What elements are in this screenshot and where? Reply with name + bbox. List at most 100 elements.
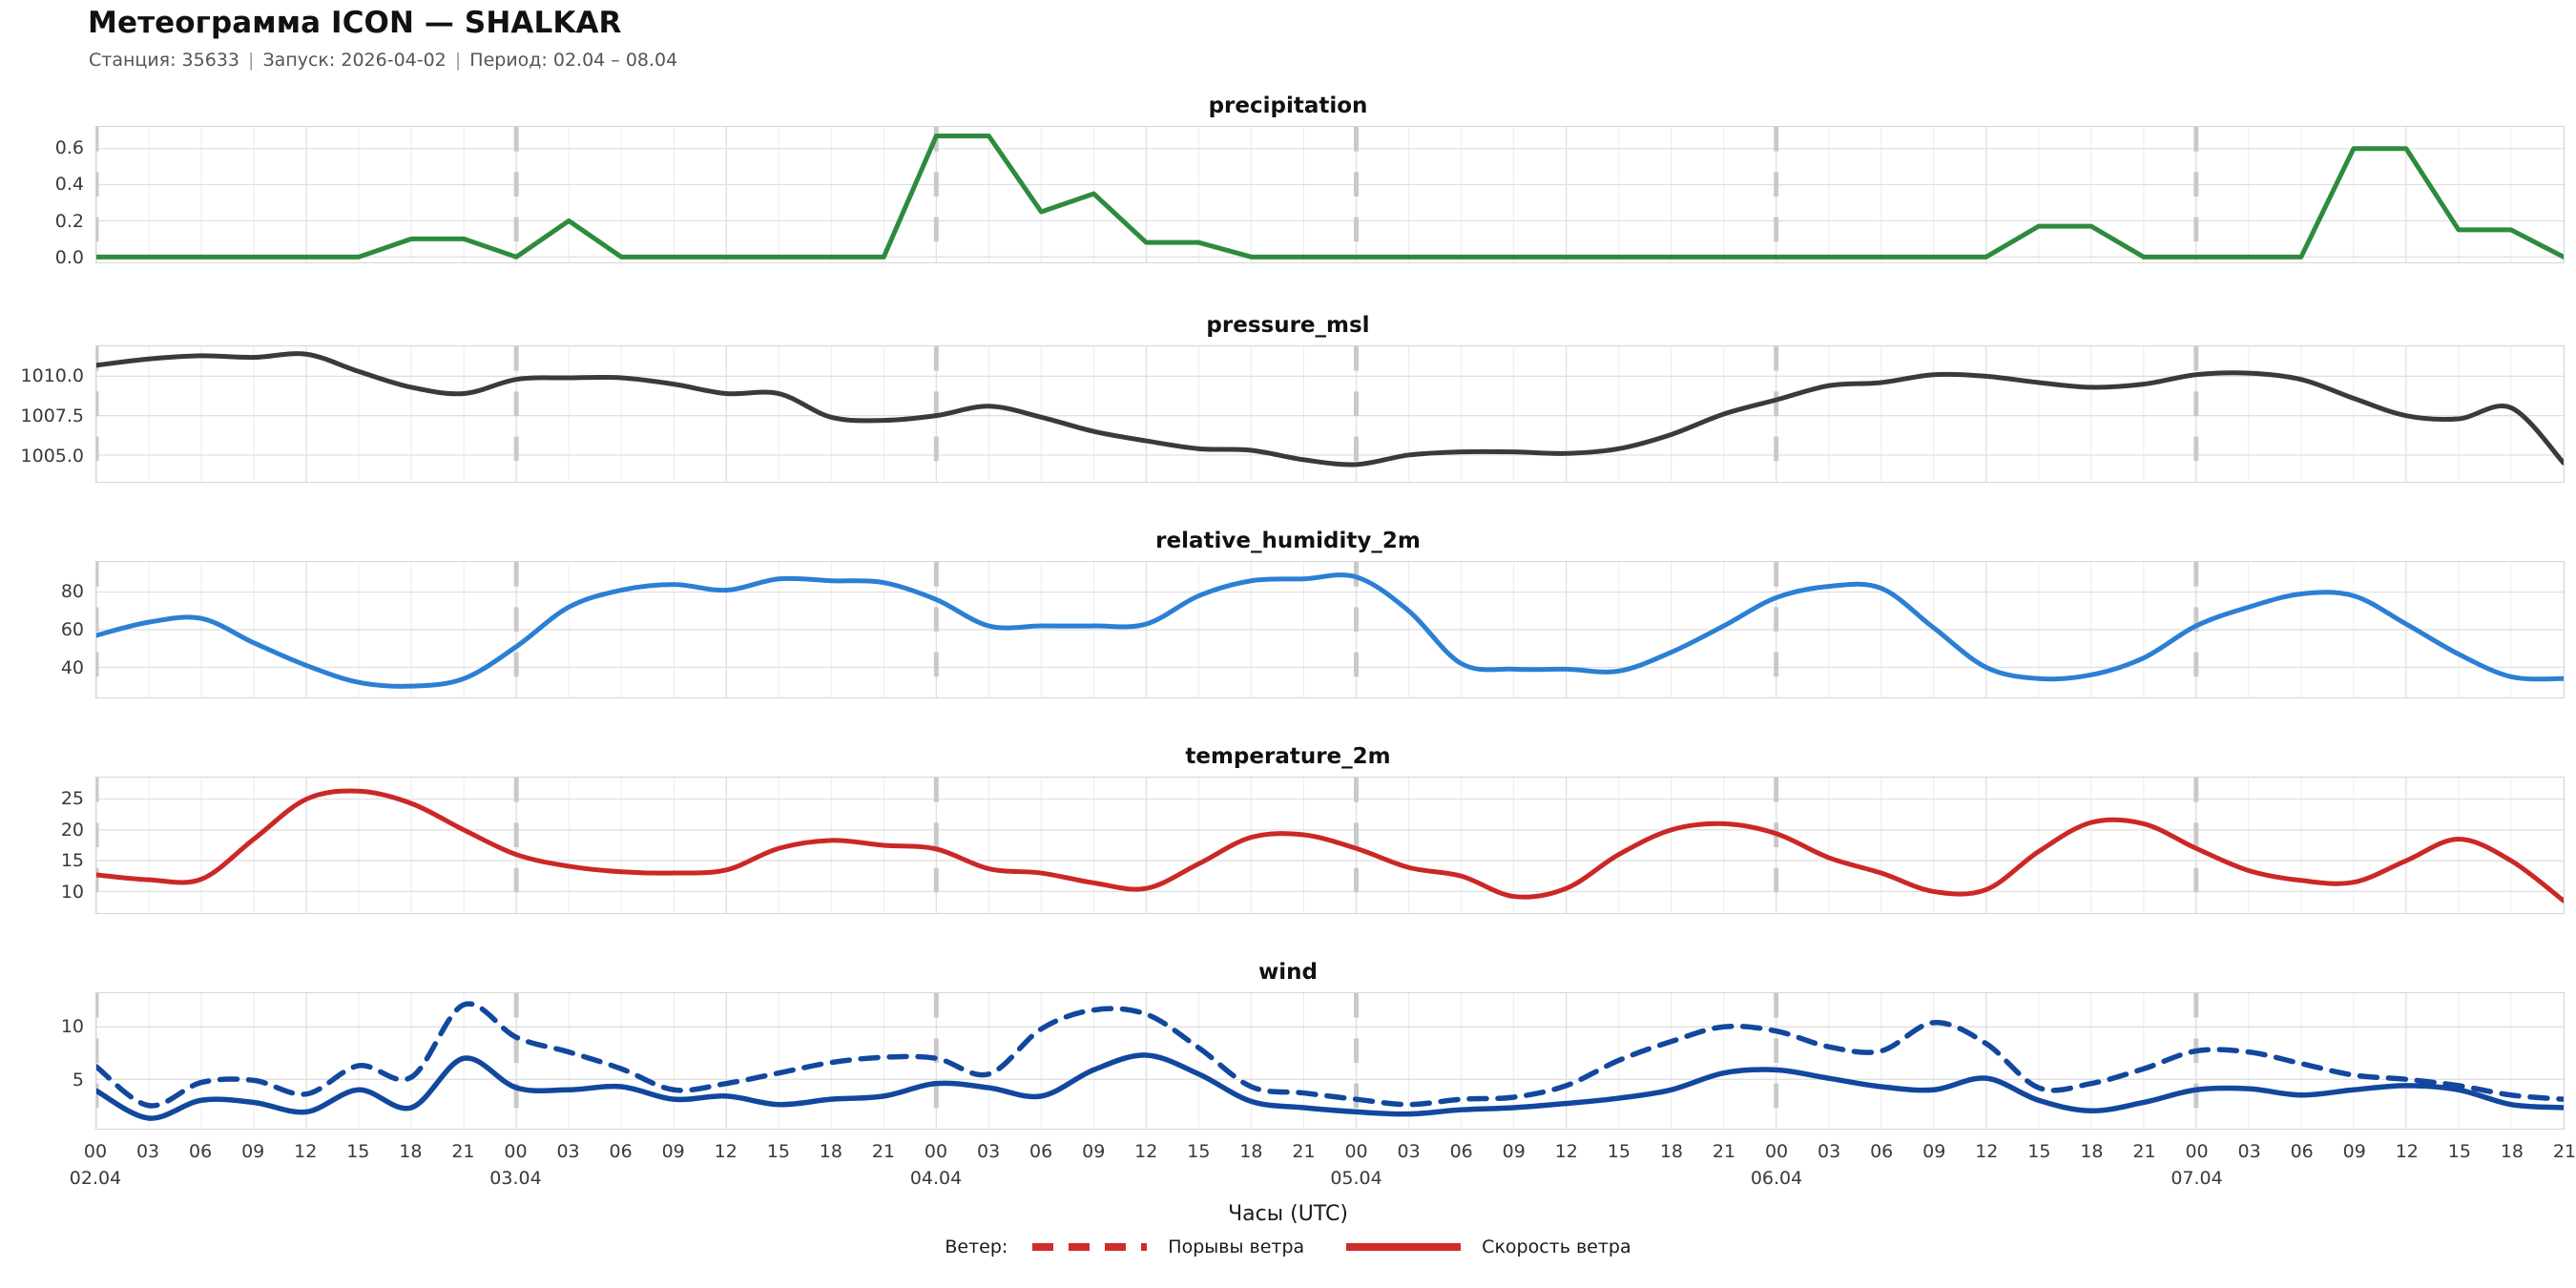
legend-swatch-dashed-icon (1032, 1243, 1148, 1251)
x-hour-tick: 12 (294, 1141, 318, 1162)
series-line-pressure_msl (96, 354, 2564, 465)
y-tick-label-temperature_2m: 25 (60, 787, 84, 809)
page-title: Метеограмма ICON — SHALKAR (88, 6, 622, 40)
legend-label-gusts: Порывы ветра (1168, 1236, 1305, 1257)
plot-area-relative_humidity_2m (95, 561, 2565, 698)
y-tick-label-temperature_2m: 10 (60, 882, 84, 904)
legend-label-speed: Скорость ветра (1482, 1236, 1631, 1257)
x-hour-tick: 18 (399, 1141, 423, 1162)
x-hour-tick: 21 (1712, 1141, 1736, 1162)
x-hour-tick: 03 (135, 1141, 160, 1162)
x-hour-tick: 03 (1818, 1141, 1841, 1162)
plot-area-wind (95, 992, 2565, 1130)
page-subtitle: Станция: 35633 | Запуск: 2026-04-02 | Пе… (89, 50, 677, 71)
subtitle-separator-2: | (454, 50, 462, 71)
run-label: Запуск: 2026-04-02 (262, 50, 447, 71)
y-tick-label-relative_humidity_2m: 80 (60, 581, 84, 602)
y-tick-label-wind: 10 (60, 1015, 84, 1037)
plot-area-precipitation (95, 126, 2565, 263)
x-hour-tick: 21 (2552, 1141, 2576, 1162)
series-line-temperature_2m (96, 791, 2564, 901)
x-hour-tick: 00 (1344, 1141, 1368, 1162)
x-hour-tick: 15 (766, 1141, 790, 1162)
x-hour-tick: 18 (819, 1141, 842, 1162)
x-hour-tick: 21 (1292, 1141, 1316, 1162)
x-day-tick: 02.04 (69, 1168, 122, 1189)
series-line-Скорость ветра (96, 1055, 2564, 1118)
x-hour-tick: 09 (661, 1141, 685, 1162)
y-tick-label-temperature_2m: 20 (60, 819, 84, 841)
x-hour-tick: 12 (2395, 1141, 2419, 1162)
panel-title-pressure_msl: pressure_msl (1206, 313, 1370, 338)
series-line-precipitation (96, 135, 2564, 257)
plot-area-pressure_msl (95, 345, 2565, 483)
x-hour-tick: 15 (1187, 1141, 1211, 1162)
x-hour-tick: 00 (924, 1141, 948, 1162)
y-tick-label-wind: 5 (72, 1069, 84, 1091)
x-hour-tick: 06 (1029, 1141, 1053, 1162)
x-hour-tick: 00 (83, 1141, 108, 1162)
panel-title-precipitation: precipitation (1208, 93, 1368, 118)
panel-title-wind: wind (1258, 960, 1318, 985)
x-day-tick: 07.04 (2171, 1168, 2223, 1189)
x-hour-tick: 00 (2185, 1141, 2209, 1162)
x-hour-tick: 18 (1239, 1141, 1263, 1162)
period-label: Период: 02.04 – 08.04 (469, 50, 678, 71)
x-day-tick: 03.04 (489, 1168, 542, 1189)
legend-item-gusts[interactable]: Порывы ветра (1032, 1236, 1304, 1257)
legend-item-speed[interactable]: Скорость ветра (1346, 1236, 1631, 1257)
y-tick-label-temperature_2m: 15 (60, 850, 84, 872)
y-tick-label-pressure_msl: 1007.5 (20, 405, 84, 426)
x-hour-tick: 18 (1659, 1141, 1683, 1162)
panel-title-temperature_2m: temperature_2m (1185, 744, 1391, 769)
x-hour-tick: 00 (1764, 1141, 1789, 1162)
x-hour-tick: 03 (1397, 1141, 1421, 1162)
x-hour-tick: 03 (556, 1141, 580, 1162)
x-hour-tick: 15 (1607, 1141, 1631, 1162)
subtitle-separator-1: | (248, 50, 255, 71)
x-axis-label: Часы (UTC) (1228, 1202, 1348, 1226)
x-hour-tick: 03 (976, 1141, 1001, 1162)
plot-area-temperature_2m (95, 777, 2565, 914)
x-hour-tick: 06 (189, 1141, 213, 1162)
x-hour-tick: 09 (1502, 1141, 1526, 1162)
x-hour-tick: 12 (1134, 1141, 1158, 1162)
x-day-tick: 05.04 (1330, 1168, 1382, 1189)
y-tick-label-relative_humidity_2m: 40 (60, 657, 84, 678)
x-day-tick: 04.04 (909, 1168, 963, 1189)
y-tick-label-pressure_msl: 1005.0 (20, 445, 84, 467)
y-tick-label-precipitation: 0.6 (54, 137, 84, 159)
x-hour-tick: 15 (346, 1141, 370, 1162)
x-hour-tick: 03 (2237, 1141, 2261, 1162)
x-hour-tick: 21 (451, 1141, 475, 1162)
y-tick-label-precipitation: 0.4 (54, 174, 84, 196)
x-hour-tick: 09 (1922, 1141, 1946, 1162)
x-hour-tick: 12 (714, 1141, 737, 1162)
series-line-relative_humidity_2m (96, 575, 2564, 687)
x-hour-tick: 18 (2500, 1141, 2524, 1162)
x-hour-tick: 21 (2132, 1141, 2156, 1162)
series-line-Порывы ветра (96, 1004, 2564, 1106)
x-hour-tick: 15 (2027, 1141, 2051, 1162)
x-hour-tick: 15 (2447, 1141, 2471, 1162)
x-hour-tick: 09 (2342, 1141, 2366, 1162)
x-hour-tick: 06 (1870, 1141, 1894, 1162)
x-hour-tick: 06 (2290, 1141, 2314, 1162)
y-tick-label-precipitation: 0.2 (54, 210, 84, 232)
x-hour-tick: 00 (504, 1141, 528, 1162)
x-axis-hour-ticks: 00 03 06 09 12 15 18 21 00 03 06 09 12 15 18 21 00 03 06 09… (0, 1141, 2576, 1168)
x-hour-tick: 12 (1975, 1141, 1999, 1162)
station-label: Станция: 35633 (89, 50, 239, 71)
x-hour-tick: 18 (2080, 1141, 2104, 1162)
panel-title-relative_humidity_2m: relative_humidity_2m (1155, 529, 1421, 553)
legend-swatch-solid-icon (1346, 1243, 1462, 1251)
x-hour-tick: 06 (1449, 1141, 1473, 1162)
x-hour-tick: 09 (241, 1141, 265, 1162)
legend-title: Ветер: (945, 1236, 1008, 1257)
y-tick-label-relative_humidity_2m: 60 (60, 619, 84, 640)
y-tick-label-precipitation: 0.0 (54, 247, 84, 269)
x-hour-tick: 06 (609, 1141, 633, 1162)
y-tick-label-pressure_msl: 1010.0 (20, 364, 84, 386)
